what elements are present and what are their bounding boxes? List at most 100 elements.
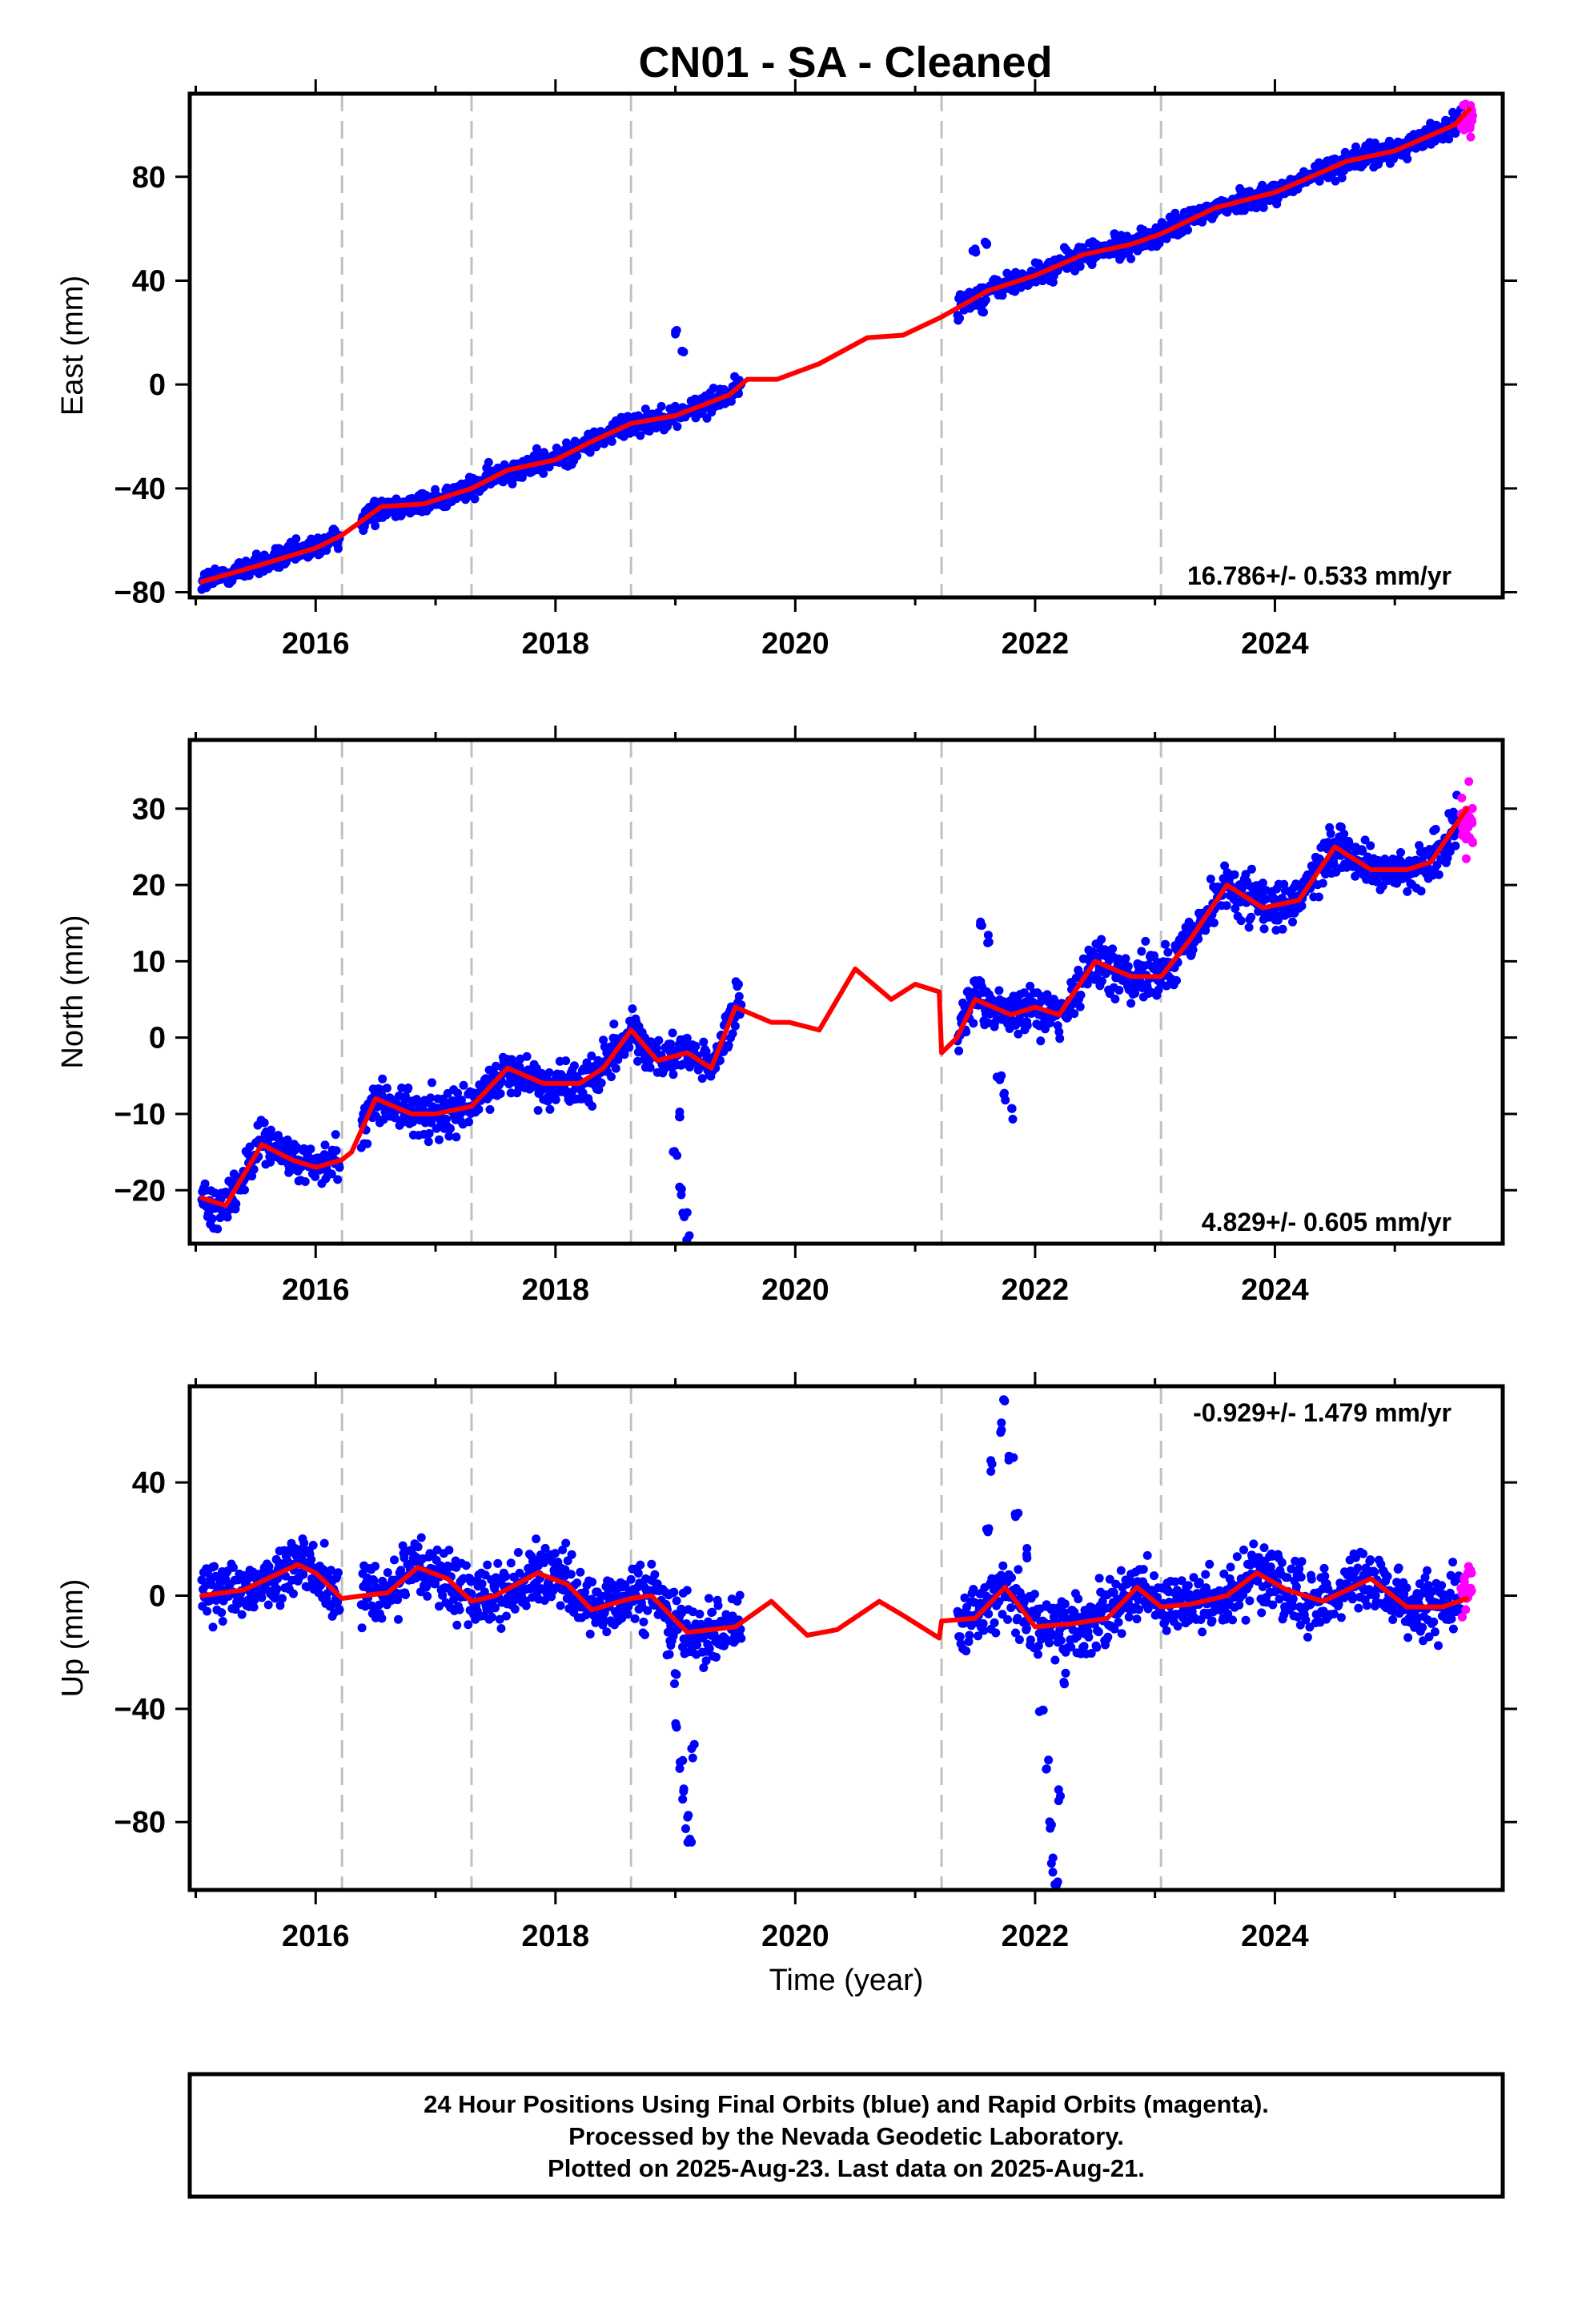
up-data-point <box>1030 1590 1039 1599</box>
up-data-point <box>390 1555 399 1565</box>
up-rapid-point <box>1461 1605 1471 1614</box>
up-data-point <box>461 1561 471 1570</box>
up-outlier-point <box>678 1795 688 1804</box>
up-outlier-point <box>1022 1544 1032 1553</box>
north-data-point <box>1220 861 1230 870</box>
north-data-point <box>1054 1027 1064 1036</box>
up-data-point <box>1287 1564 1296 1574</box>
north-data-point <box>1297 901 1307 911</box>
north-data-point <box>1415 841 1424 850</box>
east-rapid-point <box>1459 100 1468 110</box>
north-data-point <box>1123 962 1133 971</box>
up-data-point <box>1359 1549 1368 1558</box>
up-data-point <box>393 1595 403 1605</box>
north-outlier-point <box>995 1075 1005 1084</box>
east-data-point <box>1259 203 1268 212</box>
east-data-point <box>539 468 548 478</box>
up-outlier-point <box>679 1787 689 1796</box>
north-data-point <box>1451 841 1460 850</box>
up-data-point <box>955 1632 965 1642</box>
north-data-point <box>404 1084 413 1092</box>
north-data-point <box>331 1146 341 1156</box>
up-data-point <box>334 1568 343 1578</box>
up-data-point <box>704 1617 713 1626</box>
up-data-point <box>483 1560 492 1570</box>
up-data-point <box>1228 1615 1237 1625</box>
east-final-orbit-points <box>197 105 1465 594</box>
up-data-point <box>413 1542 423 1552</box>
up-data-point <box>1219 1569 1229 1578</box>
up-data-point <box>1354 1603 1363 1613</box>
up-data-point <box>1283 1573 1292 1582</box>
east-y-tick-label: 0 <box>149 368 166 402</box>
north-data-point <box>200 1179 210 1188</box>
up-data-point <box>585 1630 595 1638</box>
up-data-point <box>701 1656 711 1666</box>
up-data-point <box>251 1594 260 1603</box>
north-y-tick-label: −20 <box>114 1174 166 1208</box>
up-data-point <box>1098 1597 1107 1606</box>
up-data-point <box>264 1562 274 1571</box>
up-data-point <box>1074 1594 1083 1604</box>
north-data-point <box>1055 1034 1065 1043</box>
up-data-point <box>278 1594 287 1603</box>
up-data-point <box>693 1640 702 1650</box>
north-data-point <box>987 995 997 1004</box>
north-data-point <box>561 1056 571 1066</box>
up-outlier-point <box>1054 1785 1063 1795</box>
up-data-point <box>630 1614 640 1623</box>
east-data-point <box>673 422 682 432</box>
up-data-point <box>1339 1593 1349 1602</box>
up-data-point <box>1207 1616 1217 1626</box>
north-data-point <box>645 1063 655 1072</box>
north-data-point <box>320 1140 330 1150</box>
up-data-point <box>263 1600 273 1610</box>
up-data-point <box>1366 1555 1375 1565</box>
east-y-axis-label: East (mm) <box>56 275 90 416</box>
up-data-point <box>1092 1642 1102 1652</box>
north-data-point <box>1445 846 1455 856</box>
up-data-point <box>1423 1566 1431 1575</box>
up-data-point <box>1371 1590 1380 1600</box>
north-data-point <box>464 1117 474 1127</box>
up-data-point <box>1257 1608 1267 1618</box>
up-outlier-point <box>672 1722 681 1731</box>
north-data-point <box>424 1128 434 1138</box>
north-data-point <box>1344 839 1354 849</box>
north-data-point <box>1230 870 1239 879</box>
north-data-point <box>1097 935 1106 944</box>
up-data-point <box>572 1578 582 1588</box>
up-outlier-point <box>666 1641 676 1650</box>
up-data-point <box>1430 1627 1439 1637</box>
east-data-point <box>981 296 990 305</box>
north-data-point <box>1137 947 1146 956</box>
up-frame <box>187 1384 1505 1892</box>
north-rapid-point <box>1464 822 1473 832</box>
up-data-point <box>319 1538 329 1548</box>
up-data-point <box>580 1587 590 1597</box>
up-data-point <box>438 1590 448 1600</box>
up-outlier-point <box>987 1459 997 1469</box>
up-data-point <box>1011 1628 1020 1638</box>
north-data-point <box>363 1139 372 1148</box>
up-data-point <box>650 1570 660 1579</box>
up-outlier-point <box>689 1739 699 1749</box>
up-data-point <box>1295 1564 1304 1574</box>
up-data-point <box>1296 1572 1306 1582</box>
up-plot-area <box>197 1386 1476 1890</box>
east-data-point <box>1183 225 1192 235</box>
up-data-point <box>357 1623 367 1633</box>
east-x-tick-label: 2016 <box>282 627 350 661</box>
east-data-point <box>1389 154 1398 163</box>
up-data-point <box>444 1546 454 1555</box>
north-data-point <box>1042 990 1052 999</box>
north-outlier-point <box>983 931 993 940</box>
north-data-point <box>496 1089 505 1099</box>
up-data-point <box>1245 1596 1255 1606</box>
north-data-point <box>259 1118 269 1128</box>
up-data-point <box>1205 1559 1215 1569</box>
north-data-point <box>1141 936 1150 946</box>
north-data-point <box>333 1175 343 1184</box>
up-data-point <box>1045 1638 1054 1648</box>
up-data-point <box>1448 1624 1458 1634</box>
